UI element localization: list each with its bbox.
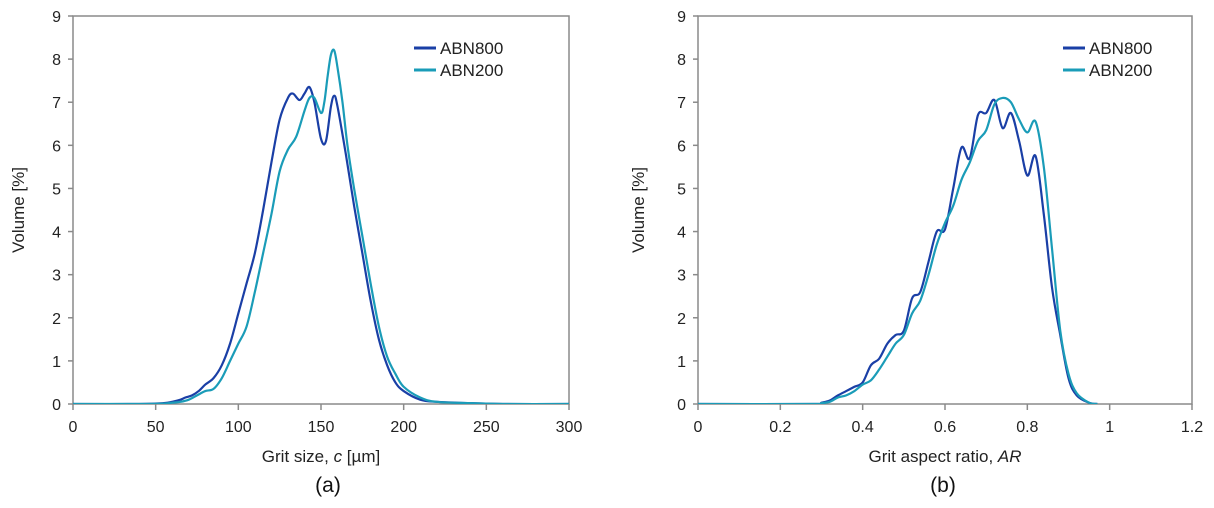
x-tick-label: 0.2 (769, 419, 791, 436)
x-axis-label-text: Grit aspect ratio, (868, 447, 997, 466)
x-axis-label-text: Grit size, (262, 447, 334, 466)
x-tick-label: 0 (69, 419, 78, 436)
series-line-abn800 (73, 85, 569, 404)
y-tick-label: 7 (677, 95, 686, 112)
chart-a-svg: 0 1 2 3 4 5 6 7 8 9 0 50 100 150 200 250 300 Volume [%] Gr… (9, 9, 583, 466)
x-tick-label: 0.6 (934, 419, 956, 436)
series-line-abn200 (73, 48, 569, 404)
y-axis-label: Volume [%] (629, 167, 648, 253)
x-axis-label: Grit size, c [µm] (262, 447, 380, 466)
x-tick-label: 0.4 (852, 419, 874, 436)
x-tick-label: 50 (147, 419, 165, 436)
panel-caption-a: (a) (315, 474, 341, 497)
y-tick-label: 0 (677, 397, 686, 414)
chart-panel-a: 0 1 2 3 4 5 6 7 8 9 0 50 100 150 200 250 300 Volume [%] Gr… (0, 0, 600, 503)
x-axis-label-symbol: AR (997, 447, 1022, 466)
y-tick-label: 9 (52, 9, 61, 26)
panel-caption-b: (b) (930, 474, 956, 497)
x-tick-label: 200 (390, 419, 417, 436)
chart-panel-b: 0 1 2 3 4 5 6 7 8 9 0 0.2 0.4 0.6 0.8 1 1.2 Volume [%] Gri… (620, 0, 1214, 503)
legend-label-abn200: ABN200 (440, 61, 503, 80)
y-tick-label: 3 (677, 268, 686, 285)
x-tick-label: 300 (556, 419, 583, 436)
y-tick-label: 1 (677, 354, 686, 371)
y-tick-label: 5 (52, 181, 61, 198)
y-tick-label: 0 (52, 397, 61, 414)
x-tick-label: 150 (308, 419, 335, 436)
x-tick-label: 1.2 (1181, 419, 1203, 436)
x-tick-label: 0 (694, 419, 703, 436)
x-tick-label: 250 (473, 419, 500, 436)
y-tick-label: 7 (52, 95, 61, 112)
y-tick-label: 1 (52, 354, 61, 371)
series-line-abn200 (698, 96, 1098, 404)
legend-label-abn800: ABN800 (1089, 39, 1152, 58)
x-tick-label: 0.8 (1016, 419, 1038, 436)
y-tick-label: 5 (677, 181, 686, 198)
y-tick-label: 8 (52, 52, 61, 69)
legend-label-abn800: ABN800 (440, 39, 503, 58)
chart-b-svg: 0 1 2 3 4 5 6 7 8 9 0 0.2 0.4 0.6 0.8 1 1.2 Volume [%] Gri… (629, 9, 1203, 466)
x-axis-label-unit: [µm] (342, 447, 380, 466)
y-tick-label: 2 (52, 311, 61, 328)
x-tick-label: 1 (1105, 419, 1114, 436)
x-axis-label: Grit aspect ratio, AR (868, 447, 1021, 466)
y-tick-label: 9 (677, 9, 686, 26)
y-axis-label: Volume [%] (9, 167, 28, 253)
series-line-abn800 (698, 98, 1098, 404)
x-tick-label: 100 (225, 419, 252, 436)
y-tick-label: 4 (52, 225, 61, 242)
y-tick-label: 6 (677, 138, 686, 155)
y-tick-label: 4 (677, 225, 686, 242)
y-tick-label: 8 (677, 52, 686, 69)
y-tick-label: 2 (677, 311, 686, 328)
legend-label-abn200: ABN200 (1089, 61, 1152, 80)
x-axis-label-symbol: c (334, 447, 343, 466)
y-tick-label: 3 (52, 268, 61, 285)
y-tick-label: 6 (52, 138, 61, 155)
